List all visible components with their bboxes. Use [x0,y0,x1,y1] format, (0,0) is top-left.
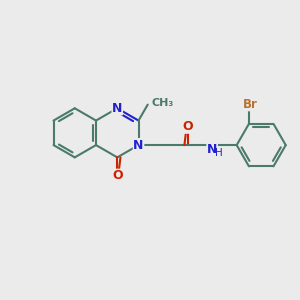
Text: CH₃: CH₃ [152,98,174,108]
Text: Br: Br [243,98,258,111]
Text: O: O [112,169,123,182]
Text: N: N [112,102,122,115]
Text: N: N [207,143,217,156]
Text: N: N [133,139,144,152]
Text: O: O [182,120,193,133]
Text: H: H [215,148,223,158]
